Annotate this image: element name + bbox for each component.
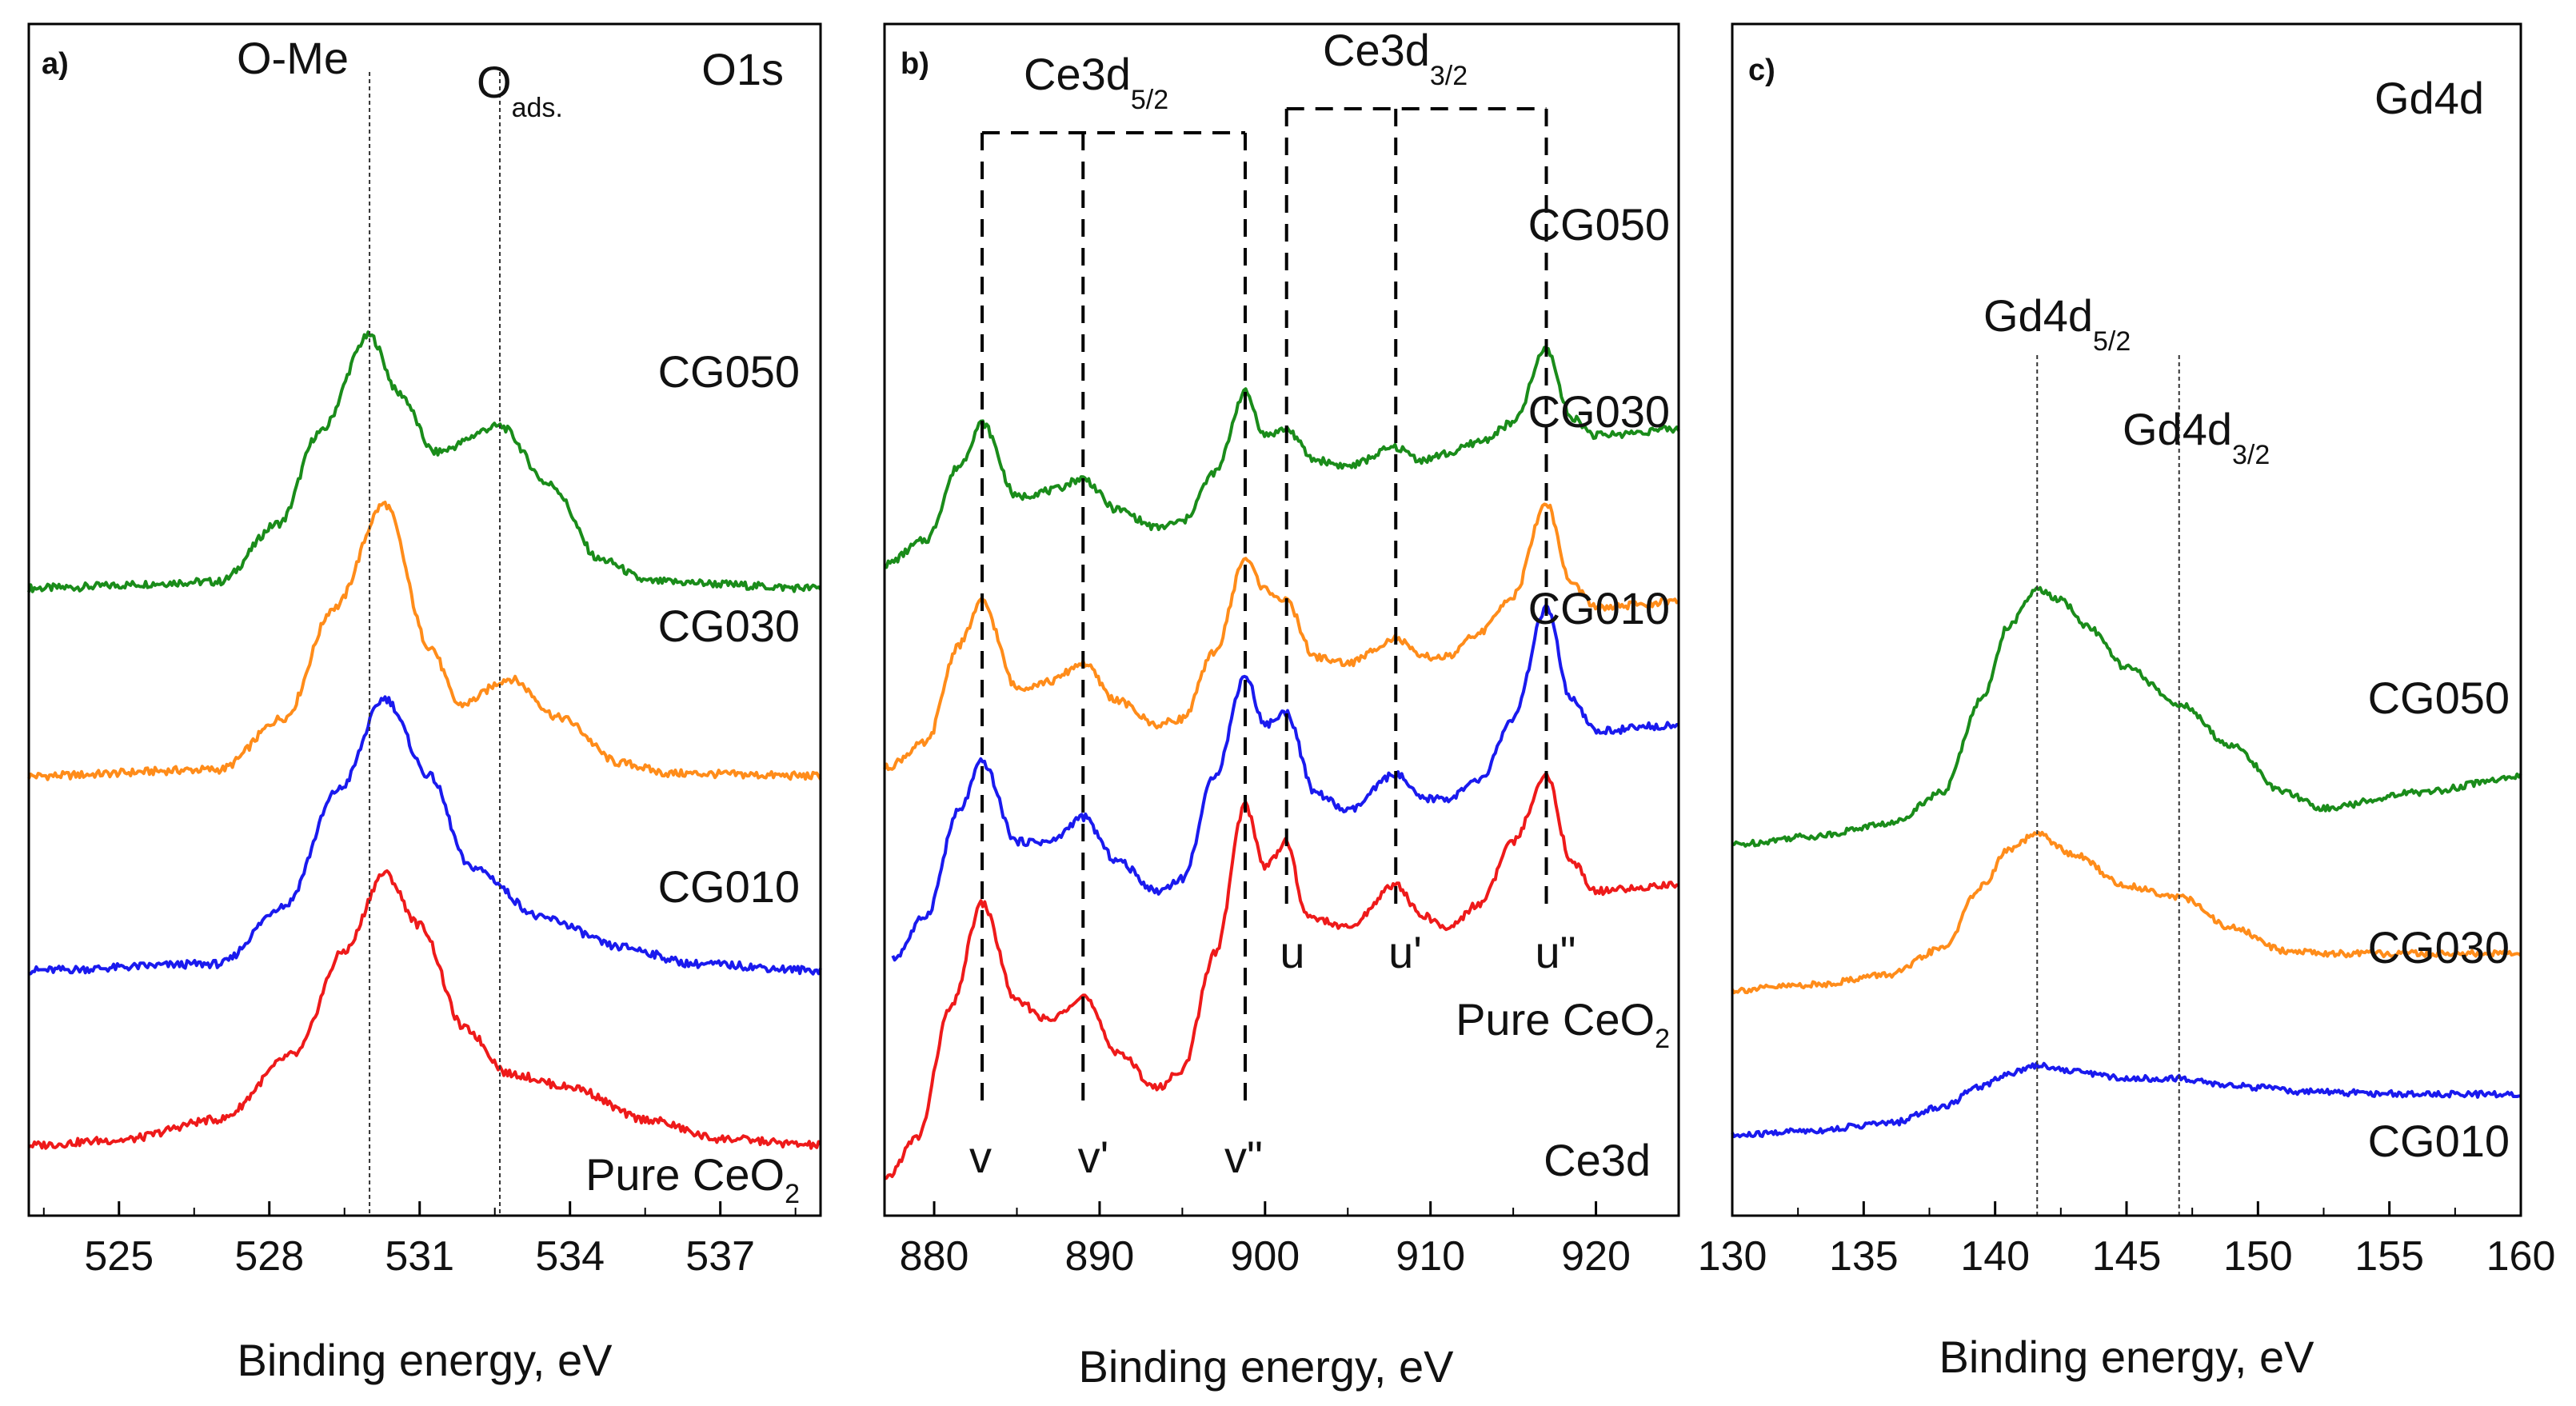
curve-label-cg010: CG010: [2368, 1116, 2510, 1166]
peak-label-v-double-prime: v": [1224, 1132, 1263, 1182]
x-tick-label-135: 135: [1829, 1233, 1899, 1280]
panel-a-label: a): [42, 47, 69, 81]
group-label-ce3d32: Ce3d3/2: [1323, 25, 1468, 91]
panel-a-frame: [27, 22, 822, 1217]
x-tick-label-534: 534: [535, 1233, 605, 1280]
curve-label-cg030: CG030: [658, 601, 800, 651]
peak-label-u-double-prime: u": [1535, 927, 1576, 977]
series-line-cg050: [884, 346, 1680, 569]
panel-b-x-axis-title: Binding energy, eV: [1078, 1341, 1454, 1392]
ref-label-o-ads-sub: ads.: [512, 93, 563, 123]
panel-a-o1s: 525 528 531 534 537 a) O1s O-Me Oads. CG050 …: [27, 22, 822, 1385]
curve-label-cg030: CG030: [2368, 922, 2510, 973]
x-tick-label-525: 525: [84, 1233, 154, 1280]
panel-c-reference-lines: [2036, 355, 2180, 1216]
x-tick-label-910: 910: [1396, 1233, 1465, 1280]
panel-a-x-axis-title: Binding energy, eV: [237, 1335, 613, 1385]
series-line-cg010: [1731, 1061, 2522, 1139]
panel-c-gd4d: 130 135 140 145 150 155 160 c) Gd4d Gd4d5/2 Gd…: [1698, 22, 2556, 1382]
x-tick-label-920: 920: [1561, 1233, 1631, 1280]
x-tick-label-145: 145: [2092, 1233, 2162, 1280]
x-tick-label-880: 880: [900, 1233, 969, 1280]
x-tick-label-531: 531: [385, 1233, 454, 1280]
panel-b-x-tick-labels: 880 890 900 910 920: [900, 1233, 1631, 1280]
x-tick-label-537: 537: [685, 1233, 755, 1280]
x-tick-label-155: 155: [2354, 1233, 2424, 1280]
panel-b-peak-lines: [980, 107, 1548, 1105]
group-label-ce3d52: Ce3d5/2: [1024, 49, 1168, 115]
curve-label-pure-ceo2: Pure CeO2: [585, 1149, 800, 1209]
panel-c-x-ticks: [1731, 1201, 2522, 1216]
panel-b-label: b): [901, 47, 929, 81]
peak-label-u: u: [1280, 927, 1304, 977]
ref-label-o-ads: Oads.: [477, 57, 563, 123]
x-tick-label-130: 130: [1698, 1233, 1767, 1280]
panel-c-label: c): [1748, 54, 1775, 87]
peak-label-v-prime: v': [1078, 1132, 1109, 1182]
group-label-ce3d32-main: Ce3d: [1323, 25, 1430, 75]
panel-c-frame: [1731, 22, 2522, 1217]
curve-label-cg030: CG030: [1528, 386, 1670, 437]
curve-label-pure-ceo2: Pure CeO2: [1456, 994, 1670, 1054]
panel-a-corner-label: O1s: [701, 44, 784, 94]
ref-label-gd4d32-main: Gd4d: [2123, 404, 2232, 454]
panel-c-x-tick-labels: 130 135 140 145 150 155 160: [1698, 1233, 2556, 1280]
panel-b-x-ticks: [933, 1201, 1679, 1216]
curve-label-cg050: CG050: [2368, 673, 2510, 723]
panel-b-frame: [883, 22, 1680, 1217]
x-tick-label-140: 140: [1960, 1233, 2030, 1280]
x-tick-label-890: 890: [1065, 1233, 1135, 1280]
ref-label-gd4d52-sub: 5/2: [2093, 326, 2131, 357]
group-label-ce3d52-sub: 5/2: [1131, 85, 1168, 115]
peak-label-u-prime: u': [1388, 927, 1422, 977]
series-line-cg030: [883, 502, 1680, 772]
panel-c-corner-label: Gd4d: [2374, 73, 2484, 123]
series-line-pure-ceo2: [27, 869, 822, 1150]
curve-label-cg010: CG010: [658, 861, 800, 912]
group-label-ce3d32-sub: 3/2: [1430, 61, 1468, 91]
peak-label-v: v: [969, 1132, 992, 1182]
group-label-ce3d52-main: Ce3d: [1024, 49, 1131, 99]
x-tick-label-150: 150: [2223, 1233, 2293, 1280]
panel-a-x-tick-labels: 525 528 531 534 537: [84, 1233, 755, 1280]
series-line-cg030: [1731, 830, 2522, 995]
series-line-cg030: [27, 501, 822, 781]
panel-b-corner-label: Ce3d: [1544, 1135, 1651, 1185]
ref-label-o-me: O-Me: [237, 33, 349, 83]
panel-a-x-ticks: [42, 1201, 797, 1216]
ref-label-gd4d52-main: Gd4d: [1983, 290, 2093, 341]
panel-c-curves: [1731, 585, 2522, 1139]
panel-a-reference-lines: [369, 72, 501, 1216]
x-tick-label-900: 900: [1230, 1233, 1300, 1280]
panel-b-curves: [883, 346, 1680, 1180]
ref-label-gd4d52: Gd4d5/2: [1983, 290, 2131, 357]
panel-b-ce3d: 880 890 900 910 920 b) Ce3d Ce3d5/2 Ce3d3/2 …: [883, 22, 1680, 1392]
ref-label-gd4d32-sub: 3/2: [2232, 440, 2270, 470]
panel-a-curves: [27, 330, 822, 1150]
x-tick-label-528: 528: [234, 1233, 304, 1280]
panel-c-x-axis-title: Binding energy, eV: [1939, 1332, 2314, 1382]
x-tick-label-160: 160: [2486, 1233, 2556, 1280]
series-line-cg050: [27, 330, 822, 593]
ref-label-gd4d32: Gd4d3/2: [2123, 404, 2270, 470]
curve-label-cg050: CG050: [1528, 199, 1670, 250]
curve-label-cg010: CG010: [1528, 583, 1670, 633]
series-line-cg010: [28, 695, 822, 976]
curve-label-cg050: CG050: [658, 346, 800, 397]
ref-label-o-ads-main: O: [477, 57, 512, 107]
series-line-cg050: [1731, 585, 2522, 848]
